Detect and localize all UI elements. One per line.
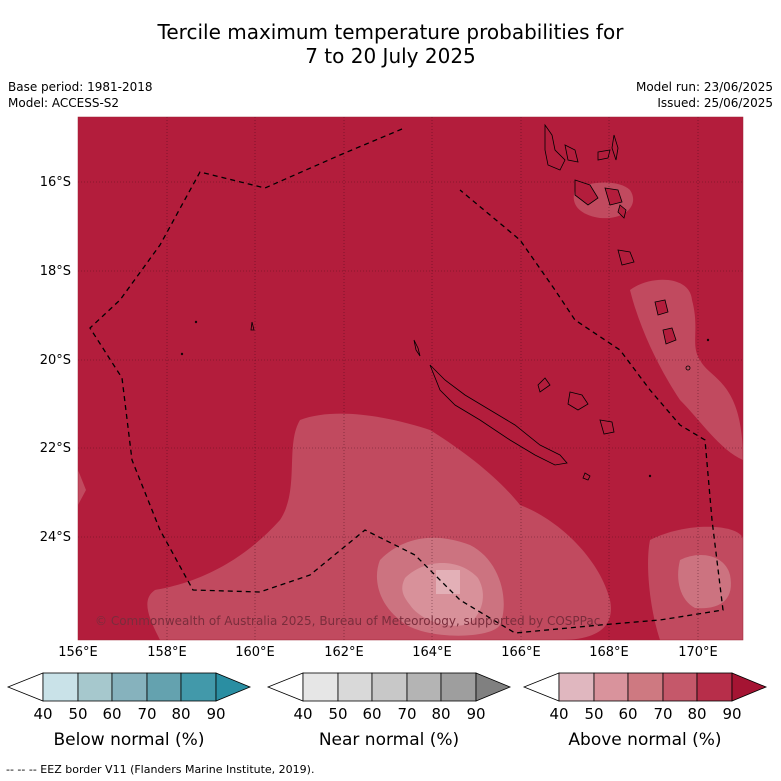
lon-label-166e: 166°E (501, 645, 541, 660)
colorbar-below-title: Below normal (%) (53, 730, 205, 750)
meta-right: Model run: 23/06/2025 Issued: 25/06/2025 (636, 79, 773, 111)
lon-label-170e: 170°E (678, 645, 718, 660)
eez-legend-footer: -- -- -- EEZ border V11 (Flanders Marine… (6, 763, 315, 776)
below-tick: 40 (33, 705, 53, 723)
new-caledonia (413, 339, 615, 481)
probability-contours (78, 182, 743, 640)
eez-border (89, 128, 724, 634)
contour-50-60 (402, 563, 483, 626)
below-tick: 70 (137, 705, 157, 723)
lon-label-156e: 156°E (58, 645, 98, 660)
near-tick: 60 (362, 705, 382, 723)
lat-label-18s: 18°S (39, 264, 71, 279)
colorbar-above-title: Above normal (%) (568, 730, 722, 750)
small-islands (180, 320, 710, 478)
above-tick: 50 (584, 705, 604, 723)
model-run: Model run: 23/06/2025 (635, 80, 773, 94)
below-tick: 80 (171, 705, 191, 723)
vanuatu (544, 123, 677, 345)
above-tick: 90 (722, 705, 742, 723)
map-title-line2: 7 to 20 July 2025 (305, 44, 476, 68)
base-period: Base period: 1981-2018 (8, 80, 153, 94)
lon-label-168e: 168°E (589, 645, 629, 660)
lon-label-160e: 160°E (235, 645, 275, 660)
copyright-notice: © Commonwealth of Australia 2025, Bureau… (95, 614, 601, 628)
above-tick: 40 (549, 705, 569, 723)
lon-label-158e: 158°E (147, 645, 187, 660)
lat-label-24s: 24°S (39, 530, 71, 545)
map-frame (77, 116, 744, 641)
map-title-line1: Tercile maximum temperature probabilitie… (157, 20, 624, 44)
above-tick: 60 (618, 705, 638, 723)
colorbar-near-title: Near normal (%) (318, 730, 460, 750)
near-tick: 90 (466, 705, 486, 723)
contour-70-80-west (78, 470, 86, 505)
lat-label-22s: 22°S (39, 441, 71, 456)
contour-60-70-east (678, 555, 731, 609)
above-tick: 80 (687, 705, 707, 723)
below-tick: 60 (102, 705, 122, 723)
colorbar-above (522, 672, 768, 702)
graticule (78, 117, 743, 640)
below-tick: 90 (206, 705, 226, 723)
issued-date: Issued: 25/06/2025 (657, 96, 773, 110)
lat-label-20s: 20°S (39, 353, 71, 368)
lon-label-162e: 162°E (324, 645, 364, 660)
lat-label-16s: 16°S (39, 175, 71, 190)
near-tick: 40 (293, 705, 313, 723)
near-tick: 70 (397, 705, 417, 723)
meta-left: Base period: 1981-2018 Model: ACCESS-S2 (8, 79, 153, 111)
model-name: Model: ACCESS-S2 (8, 96, 120, 110)
lon-label-164e: 164°E (412, 645, 452, 660)
contour-40-50 (436, 570, 460, 594)
colorbar-below (6, 672, 252, 702)
above-tick: 70 (653, 705, 673, 723)
below-tick: 50 (68, 705, 88, 723)
near-tick: 50 (328, 705, 348, 723)
contour-70-80-northeast (630, 279, 743, 460)
colorbar-near (266, 672, 512, 702)
near-tick: 80 (431, 705, 451, 723)
